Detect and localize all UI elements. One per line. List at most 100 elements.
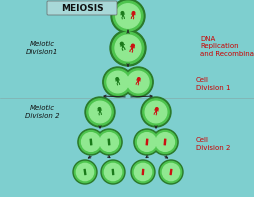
Circle shape <box>115 35 140 61</box>
FancyBboxPatch shape <box>145 138 148 145</box>
Circle shape <box>102 67 132 97</box>
FancyBboxPatch shape <box>130 14 132 15</box>
Circle shape <box>74 161 95 183</box>
Circle shape <box>155 108 157 110</box>
FancyBboxPatch shape <box>131 13 134 17</box>
FancyBboxPatch shape <box>116 83 118 85</box>
Circle shape <box>109 30 146 66</box>
FancyBboxPatch shape <box>123 17 124 19</box>
FancyBboxPatch shape <box>118 79 119 81</box>
FancyBboxPatch shape <box>118 82 120 85</box>
FancyBboxPatch shape <box>136 79 137 81</box>
Circle shape <box>115 4 140 28</box>
Circle shape <box>104 69 131 95</box>
FancyBboxPatch shape <box>123 47 125 50</box>
Text: Cell
Division 1: Cell Division 1 <box>195 77 230 91</box>
FancyBboxPatch shape <box>135 82 137 85</box>
Circle shape <box>73 160 97 184</box>
Circle shape <box>142 99 169 125</box>
Circle shape <box>123 67 153 97</box>
Circle shape <box>135 131 158 153</box>
FancyBboxPatch shape <box>121 13 124 17</box>
FancyBboxPatch shape <box>134 14 135 15</box>
Circle shape <box>81 133 100 151</box>
FancyBboxPatch shape <box>89 138 92 145</box>
FancyBboxPatch shape <box>123 14 125 15</box>
FancyBboxPatch shape <box>169 169 172 175</box>
Circle shape <box>120 42 123 45</box>
Circle shape <box>97 131 120 153</box>
Circle shape <box>140 97 170 127</box>
Circle shape <box>104 163 121 181</box>
Circle shape <box>86 99 113 125</box>
FancyBboxPatch shape <box>153 109 155 111</box>
Circle shape <box>127 71 148 93</box>
FancyBboxPatch shape <box>47 1 117 15</box>
FancyBboxPatch shape <box>155 113 156 115</box>
Circle shape <box>137 133 156 151</box>
FancyBboxPatch shape <box>111 169 114 175</box>
FancyBboxPatch shape <box>156 110 158 112</box>
Circle shape <box>153 131 176 153</box>
Circle shape <box>107 71 128 93</box>
FancyBboxPatch shape <box>97 110 99 111</box>
FancyBboxPatch shape <box>132 17 134 19</box>
Circle shape <box>132 12 134 14</box>
Circle shape <box>113 1 142 31</box>
Circle shape <box>133 129 159 155</box>
FancyBboxPatch shape <box>107 138 110 145</box>
FancyBboxPatch shape <box>130 46 133 50</box>
FancyBboxPatch shape <box>130 16 132 19</box>
FancyBboxPatch shape <box>129 49 131 52</box>
FancyBboxPatch shape <box>119 45 121 47</box>
FancyBboxPatch shape <box>131 50 133 53</box>
FancyBboxPatch shape <box>129 46 131 47</box>
Circle shape <box>112 32 143 64</box>
Circle shape <box>137 78 139 80</box>
Circle shape <box>131 160 154 184</box>
Circle shape <box>89 101 110 123</box>
FancyBboxPatch shape <box>116 79 119 83</box>
Circle shape <box>96 129 122 155</box>
FancyBboxPatch shape <box>98 109 101 113</box>
FancyBboxPatch shape <box>139 80 140 82</box>
FancyBboxPatch shape <box>121 17 122 19</box>
Circle shape <box>102 161 123 183</box>
Circle shape <box>85 97 115 127</box>
Circle shape <box>110 0 145 33</box>
Circle shape <box>98 108 100 110</box>
FancyBboxPatch shape <box>137 83 139 85</box>
FancyBboxPatch shape <box>123 44 124 46</box>
Circle shape <box>155 133 174 151</box>
Circle shape <box>76 163 93 181</box>
Circle shape <box>99 133 118 151</box>
FancyBboxPatch shape <box>154 109 157 113</box>
Circle shape <box>77 129 103 155</box>
Circle shape <box>124 69 151 95</box>
FancyBboxPatch shape <box>115 80 116 82</box>
Circle shape <box>134 163 151 181</box>
Circle shape <box>121 12 123 14</box>
FancyBboxPatch shape <box>121 48 123 51</box>
FancyBboxPatch shape <box>136 79 139 83</box>
FancyBboxPatch shape <box>120 44 124 48</box>
Circle shape <box>79 131 102 153</box>
Text: DNA
Replication
and Recombination: DNA Replication and Recombination <box>199 35 254 57</box>
Circle shape <box>162 163 179 181</box>
FancyBboxPatch shape <box>100 112 102 115</box>
FancyBboxPatch shape <box>133 47 135 48</box>
Circle shape <box>101 160 124 184</box>
Text: MEIOSIS: MEIOSIS <box>60 4 103 13</box>
FancyBboxPatch shape <box>141 169 144 175</box>
Text: Meiotic
Division 2: Meiotic Division 2 <box>25 105 59 119</box>
Circle shape <box>151 129 177 155</box>
FancyBboxPatch shape <box>100 110 102 111</box>
Circle shape <box>160 161 181 183</box>
Circle shape <box>132 161 153 183</box>
FancyBboxPatch shape <box>153 112 154 115</box>
FancyBboxPatch shape <box>163 138 166 145</box>
Circle shape <box>145 101 166 123</box>
FancyBboxPatch shape <box>98 113 100 115</box>
Text: Meiotic
Division1: Meiotic Division1 <box>26 41 58 55</box>
Text: Cell
Division 2: Cell Division 2 <box>195 137 229 151</box>
